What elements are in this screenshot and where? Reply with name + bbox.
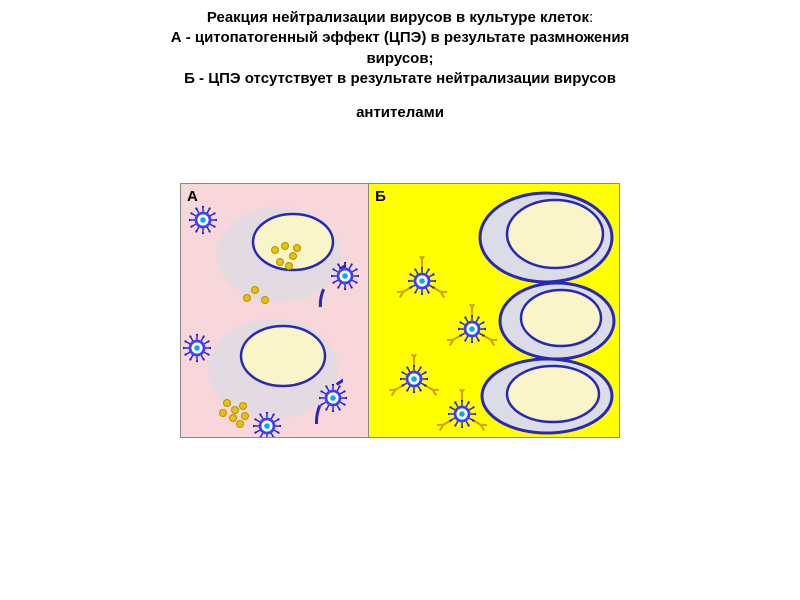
neutralized-virus xyxy=(437,389,487,437)
title-line-4: Б - ЦПЭ отсутствует в результате нейтрал… xyxy=(20,69,780,89)
neutralized-virus xyxy=(447,304,497,354)
page: Реакция нейтрализации вирусов в культуре… xyxy=(0,0,800,600)
virus-icon xyxy=(189,206,217,234)
panel-b-label: Б xyxy=(375,188,386,205)
virus-icon xyxy=(408,267,436,295)
title-line-3: вирусов; xyxy=(20,49,780,69)
diagram: А Б xyxy=(180,183,620,438)
title-line-2: А - цитопатогенный эффект (ЦПЭ) в резуль… xyxy=(20,28,780,48)
virus-icon xyxy=(458,315,486,343)
title-line-5: антителами xyxy=(20,103,780,123)
panel-b: Б xyxy=(368,184,619,437)
panel-a-label: А xyxy=(187,188,198,205)
virus-icon xyxy=(400,365,428,393)
cell xyxy=(477,190,615,285)
virus-icon xyxy=(331,262,359,290)
neutralized-virus xyxy=(397,256,447,306)
title-block: Реакция нейтрализации вирусов в культуре… xyxy=(0,0,800,123)
viral-particle xyxy=(236,420,244,428)
title-line-1: Реакция нейтрализации вирусов в культуре… xyxy=(20,8,780,28)
title-main: Реакция нейтрализации вирусов в культуре… xyxy=(207,9,589,26)
title-colon: : xyxy=(589,9,593,26)
cell xyxy=(497,280,617,362)
virus-icon xyxy=(183,334,211,362)
virus-icon xyxy=(448,400,476,428)
neutralized-virus xyxy=(389,354,439,404)
cell xyxy=(211,202,346,307)
cell xyxy=(479,356,615,436)
virus-icon xyxy=(319,384,347,412)
panel-a: А xyxy=(181,184,368,437)
virus-icon xyxy=(253,412,281,437)
